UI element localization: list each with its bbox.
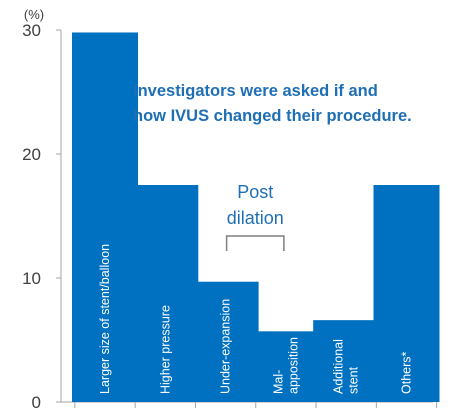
y-tick-label: 10 [22, 269, 41, 288]
category-label: Mal- [271, 370, 285, 394]
bar [313, 320, 380, 402]
annotation-line: how IVUS changed their procedure. [133, 107, 412, 125]
category-label: Higher pressure [158, 305, 172, 394]
category-label: Under-expansion [219, 299, 233, 394]
annotation: Investigators were asked if and how IVUS … [133, 82, 412, 125]
bars: Larger size of stent/balloon Higher press… [72, 32, 440, 402]
category-label: Additional [332, 339, 346, 394]
y-unit-label: (%) [24, 7, 44, 22]
y-tick-label: 20 [22, 145, 41, 164]
category-label: stent [347, 366, 361, 394]
category-label: apposition [286, 337, 300, 394]
y-tick-label: 0 [32, 393, 41, 412]
category-label: Larger size of stent/balloon [98, 244, 112, 394]
bar [252, 331, 319, 402]
post-dilation-bracket: Post dilation [225, 182, 285, 251]
bracket-label: Post [237, 182, 273, 202]
y-tick-label: 30 [22, 21, 41, 40]
category-label: Others* [400, 351, 414, 394]
bar [132, 185, 199, 402]
bar [72, 32, 138, 402]
bar [192, 281, 259, 402]
bar [373, 185, 440, 402]
bracket-line [225, 235, 285, 251]
bracket-label: dilation [227, 208, 284, 228]
annotation-line: Investigators were asked if and [133, 82, 378, 100]
